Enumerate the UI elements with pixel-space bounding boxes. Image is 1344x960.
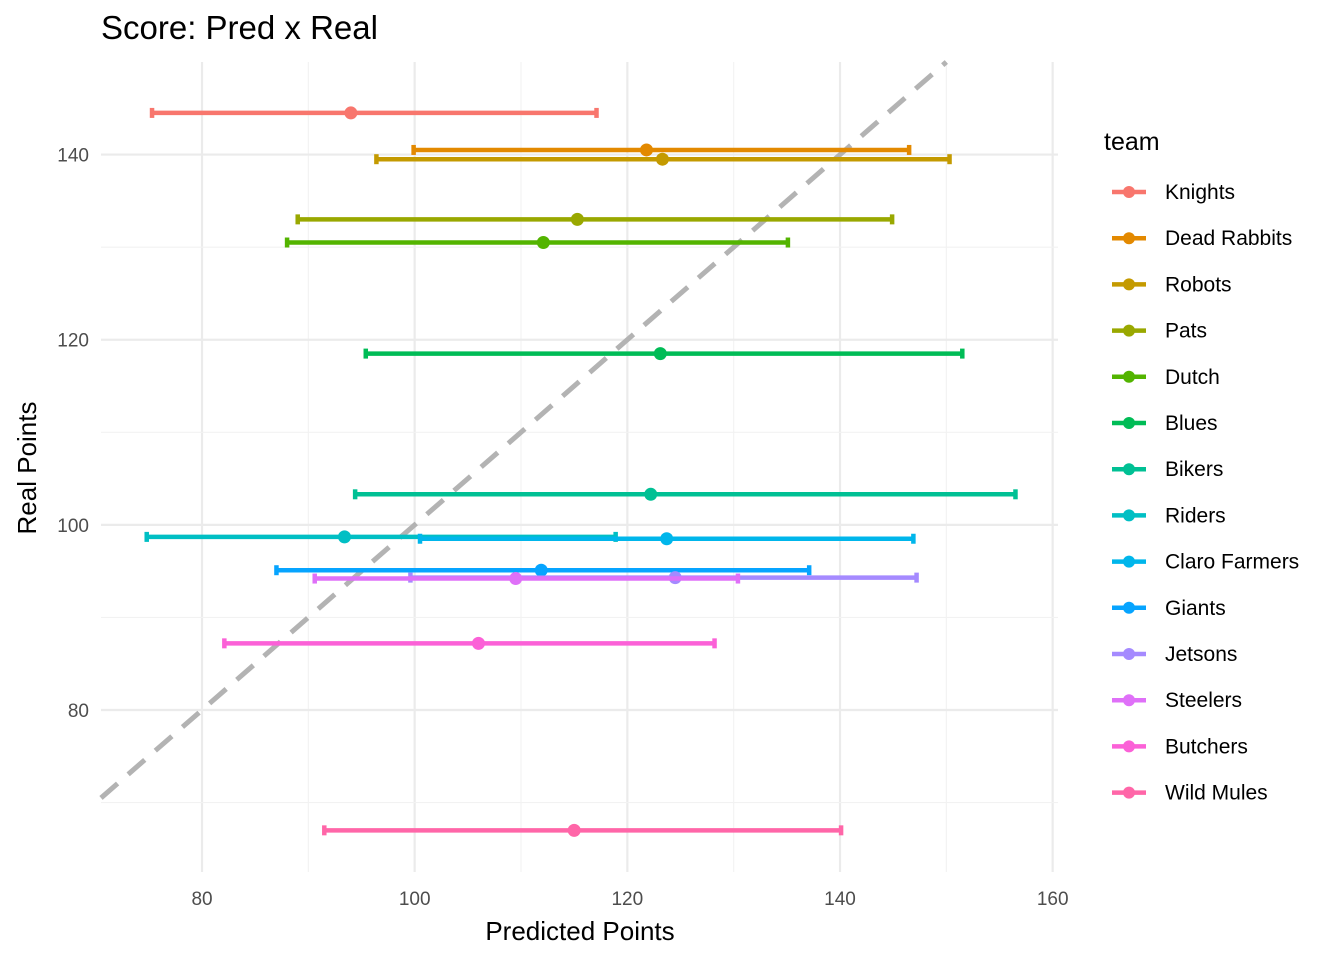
legend-item: Dutch <box>1112 366 1220 389</box>
series-butchers <box>222 636 717 650</box>
legend-item: Riders <box>1112 504 1226 527</box>
legend-key-point <box>1123 509 1135 522</box>
legend-label: Wild Mules <box>1165 782 1268 805</box>
series-layer <box>144 106 1018 837</box>
legend-item: Jetsons <box>1112 643 1237 666</box>
data-point <box>644 487 658 501</box>
legend-label: Claro Farmers <box>1165 551 1299 574</box>
legend-label: Blues <box>1165 412 1218 435</box>
legend-label: Riders <box>1165 504 1226 527</box>
legend-key-point <box>1123 324 1135 337</box>
series-dead-rabbits <box>411 143 912 157</box>
reference-line <box>99 60 948 800</box>
y-axis-title: Real Points <box>12 402 42 535</box>
y-tick-label: 100 <box>57 516 89 537</box>
chart-title: Score: Pred x Real <box>101 9 378 46</box>
x-tick-label: 80 <box>191 889 212 910</box>
legend-label: Giants <box>1165 597 1226 620</box>
data-point <box>344 106 358 120</box>
legend-label: Bikers <box>1165 458 1223 481</box>
legend-label: Butchers <box>1165 735 1248 758</box>
legend-key-point <box>1123 232 1135 245</box>
series-pats <box>295 212 895 226</box>
legend-key-point <box>1123 370 1135 383</box>
legend-item: Butchers <box>1112 735 1248 758</box>
y-axis-ticks: 80 100 120 140 <box>57 146 89 722</box>
legend-label: Dutch <box>1165 366 1220 389</box>
legend-title: team <box>1104 128 1160 156</box>
grid <box>101 62 1058 872</box>
legend-label: Dead Rabbits <box>1165 227 1292 250</box>
x-axis-ticks: 80 100 120 140 160 <box>191 889 1068 910</box>
legend-label: Jetsons <box>1165 643 1237 666</box>
legend-item: Wild Mules <box>1112 782 1268 805</box>
x-tick-label: 120 <box>611 889 643 910</box>
legend-label: Knights <box>1165 181 1235 204</box>
legend-item: Claro Farmers <box>1112 551 1299 574</box>
legend-key-point <box>1123 601 1135 614</box>
legend-key-point <box>1123 786 1135 799</box>
data-point <box>567 823 581 837</box>
legend-key-point <box>1123 648 1135 660</box>
legend-key-point <box>1123 278 1135 291</box>
legend-item: Knights <box>1112 181 1235 204</box>
y-tick-label: 80 <box>68 701 89 722</box>
series-knights <box>149 106 599 120</box>
x-tick-label: 140 <box>824 889 856 910</box>
legend-item: Steelers <box>1112 689 1242 712</box>
legend-key-point <box>1123 417 1135 429</box>
legend-key-point <box>1123 740 1135 753</box>
data-point <box>653 347 667 361</box>
legend-key-point <box>1123 186 1135 198</box>
data-point <box>338 530 352 544</box>
legend: team Knights Dead Rabbits Robots Pats Dutch B… <box>1104 128 1299 805</box>
reference-line-layer <box>99 60 948 800</box>
legend-key-point <box>1123 555 1135 568</box>
data-point <box>471 636 485 650</box>
y-tick-label: 120 <box>57 331 89 352</box>
legend-item: Giants <box>1112 597 1226 620</box>
legend-label: Robots <box>1165 273 1232 296</box>
series-robots <box>374 152 952 166</box>
data-point <box>509 572 523 586</box>
data-point <box>536 236 550 250</box>
legend-label: Steelers <box>1165 689 1242 712</box>
series-giants <box>274 563 812 577</box>
series-wild-mules <box>322 823 844 837</box>
series-dutch <box>284 236 791 250</box>
data-point <box>570 212 584 226</box>
series-claro-farmers <box>417 532 916 546</box>
legend-key-point <box>1123 694 1135 707</box>
legend-item: Bikers <box>1112 458 1223 481</box>
x-tick-label: 160 <box>1037 889 1069 910</box>
legend-item: Blues <box>1112 412 1218 435</box>
legend-item: Dead Rabbits <box>1112 227 1292 250</box>
x-axis-title: Predicted Points <box>485 916 674 946</box>
legend-item: Robots <box>1112 273 1232 296</box>
data-point <box>660 532 674 546</box>
series-bikers <box>352 487 1018 501</box>
legend-key-point <box>1123 463 1135 476</box>
legend-label: Pats <box>1165 320 1207 343</box>
data-point <box>639 143 653 157</box>
series-blues <box>363 347 965 361</box>
series-steelers <box>312 572 741 586</box>
legend-item: Pats <box>1112 320 1207 343</box>
data-point <box>655 152 669 166</box>
x-tick-label: 100 <box>399 889 431 910</box>
y-tick-label: 140 <box>57 146 89 167</box>
data-point <box>534 563 548 577</box>
